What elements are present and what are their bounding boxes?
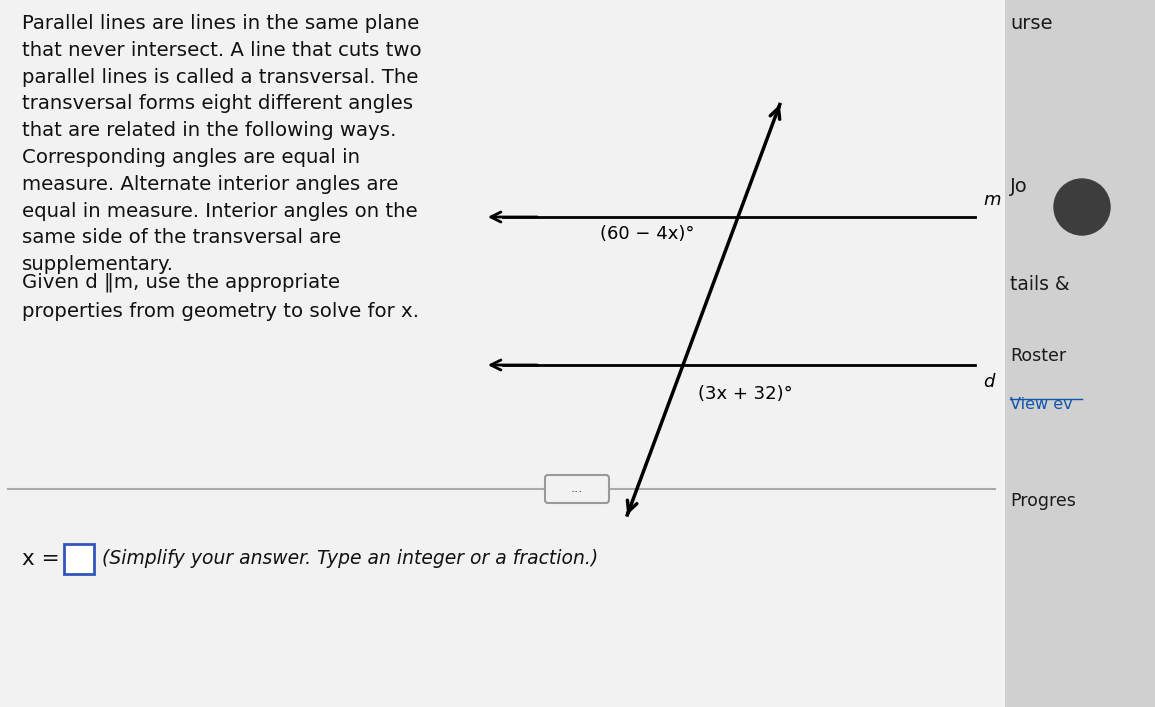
Text: Jo: Jo bbox=[1009, 177, 1028, 196]
Text: d: d bbox=[983, 373, 994, 391]
Text: View ev: View ev bbox=[1009, 397, 1073, 412]
Text: Given d ‖m, use the appropriate
properties from geometry to solve for x.: Given d ‖m, use the appropriate properti… bbox=[22, 272, 419, 321]
Bar bbox=[1005, 0, 1155, 707]
Text: m: m bbox=[983, 191, 1000, 209]
Bar bbox=[0, 0, 1005, 707]
Text: Progres: Progres bbox=[1009, 492, 1075, 510]
Text: (60 − 4x)°: (60 − 4x)° bbox=[599, 225, 694, 243]
Circle shape bbox=[1055, 179, 1110, 235]
Text: (3x + 32)°: (3x + 32)° bbox=[698, 385, 792, 403]
FancyBboxPatch shape bbox=[64, 544, 94, 574]
Text: urse: urse bbox=[1009, 14, 1052, 33]
Text: Parallel lines are lines in the same plane
that never intersect. A line that cut: Parallel lines are lines in the same pla… bbox=[22, 14, 422, 274]
Text: tails &: tails & bbox=[1009, 275, 1070, 294]
Text: ...: ... bbox=[571, 482, 583, 496]
Text: (Simplify your answer. Type an integer or a fraction.): (Simplify your answer. Type an integer o… bbox=[102, 549, 598, 568]
Text: x =: x = bbox=[22, 549, 60, 569]
Text: Roster: Roster bbox=[1009, 347, 1066, 365]
FancyBboxPatch shape bbox=[545, 475, 609, 503]
